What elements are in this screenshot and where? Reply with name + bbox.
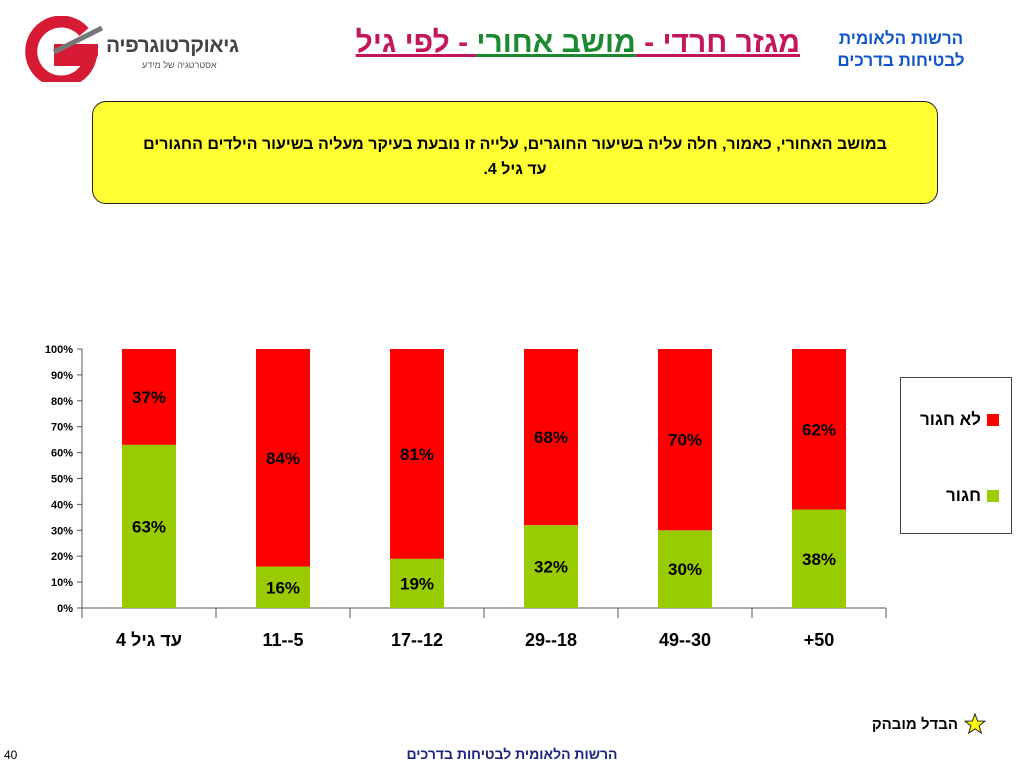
data-label-belted: 32% [534,558,568,577]
legend-swatch-unbelted [987,414,999,426]
logo-g-icon [25,15,104,88]
legend-item-unbelted: לא חגור [920,410,999,430]
y-tick-label: 0% [57,603,73,615]
page-title: מגזר חרדי - מושב אחורי - לפי גיל [260,26,800,60]
star-icon [964,713,986,735]
data-label-belted: 16% [266,578,300,597]
bar-unbelted [390,349,444,559]
footnote-text: הבדל מובהק [871,715,958,733]
legend-item-belted: חגור [946,486,999,506]
y-tick-label: 70% [51,422,73,434]
x-category-label: 12--17 [391,630,443,650]
legend-label-unbelted: לא חגור [919,410,981,429]
y-tick-label: 10% [51,577,73,589]
org-line1: הרשות הלאומית [838,29,964,48]
data-label-belted: 38% [802,550,836,569]
footnote: הבדל מובהק [872,713,986,735]
title-part3: - לפי גיל [355,26,477,59]
x-category-label: 18--29 [525,630,577,650]
legend-label-belted: חגור [946,486,981,505]
page-number: 40 [4,748,18,762]
org-name: הרשות הלאומית לבטיחות בדרכים [816,28,986,72]
x-category-label: 50+ [804,630,835,650]
data-label-belted: 19% [400,574,434,593]
y-tick-label: 50% [51,474,73,486]
data-label-belted: 30% [668,560,702,579]
y-tick-label: 20% [51,551,73,563]
bar-belted [658,530,712,608]
bar-belted [256,566,310,608]
bar-belted [390,558,444,608]
bar-belted [524,525,578,608]
bar-unbelted [524,349,578,526]
bar-belted [122,444,176,608]
logo-tagline: אסטרטגיה של מידע [142,60,217,70]
x-category-label: עד גיל 4 [116,630,182,650]
bar-unbelted [256,349,310,567]
y-tick-label: 60% [51,448,73,460]
data-label-unbelted: 70% [668,431,702,450]
y-tick-label: 100% [45,344,73,356]
y-tick-label: 40% [51,499,73,511]
y-tick-label: 30% [51,525,73,537]
data-label-unbelted: 68% [534,428,568,447]
legend-swatch-belted [987,490,999,502]
data-label-unbelted: 81% [400,445,434,464]
title-part2: מושב אחורי [476,26,636,59]
logo-brand: גיאוקרטוגרפיה [106,34,239,57]
bar-belted [792,509,846,608]
data-label-unbelted: 84% [266,449,300,468]
bar-unbelted [658,349,712,531]
org-line2: לבטיחות בדרכים [837,51,965,70]
bar-unbelted [122,349,176,445]
chart-legend: לא חגור חגור [900,377,1012,534]
footer-text: הרשות הלאומית לבטיחות בדרכים [406,746,618,762]
bar-unbelted [792,349,846,510]
note-box: במושב האחורי, כאמור, חלה עליה בשיעור החו… [92,101,938,204]
logo: גיאוקרטוגרפיה אסטרטגיה של מידע [14,15,254,88]
data-label-belted: 63% [132,517,166,536]
x-category-label: 30--49 [659,630,711,650]
data-label-unbelted: 37% [132,388,166,407]
y-tick-label: 80% [51,396,73,408]
y-tick-label: 90% [51,370,73,382]
title-part1: מגזר חרדי - [635,26,800,59]
data-label-unbelted: 62% [802,420,836,439]
x-category-label: 5--11 [262,630,303,650]
